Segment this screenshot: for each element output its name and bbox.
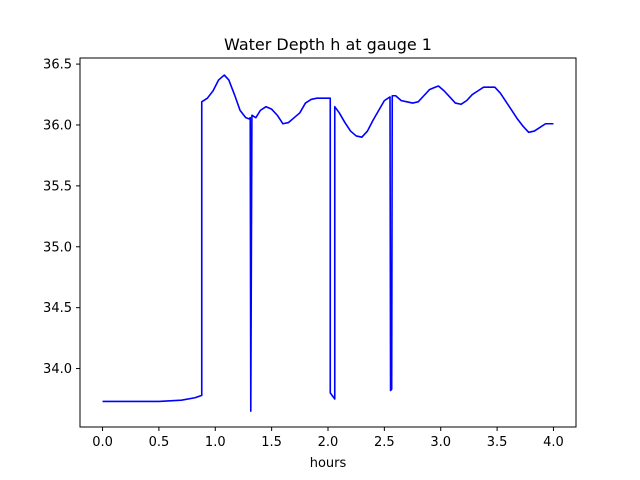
- x-tick-label: 3.0: [430, 435, 451, 450]
- x-tick-label: 2.0: [318, 435, 339, 450]
- y-tick-label: 35.0: [43, 240, 72, 255]
- x-tick-label: 2.5: [374, 435, 395, 450]
- chart-title: Water Depth h at gauge 1: [224, 35, 432, 54]
- x-tick-label: 0.5: [149, 435, 170, 450]
- x-tick-label: 3.5: [487, 435, 508, 450]
- x-axis-label: hours: [310, 456, 347, 471]
- series-line-1: [102, 74, 554, 412]
- axes-frame: [79, 57, 577, 428]
- y-tick-label: 34.5: [43, 301, 72, 316]
- x-tick-label: 0.0: [92, 435, 113, 450]
- y-tick-label: 35.5: [43, 179, 72, 194]
- x-tick-label: 1.0: [205, 435, 226, 450]
- y-tick-label: 36.0: [43, 118, 72, 133]
- x-tick-label: 1.5: [261, 435, 282, 450]
- y-tick-label: 36.5: [43, 58, 72, 73]
- y-tick-label: 34.0: [43, 362, 72, 377]
- x-tick-label: 4.0: [543, 435, 564, 450]
- plot-area: [102, 74, 554, 412]
- axis-ticks: 0.0 0.5 1.0 1.5 2.0 2.5 3.0 3.5 4.0 34.0 34.5 35.0 3…: [43, 58, 564, 450]
